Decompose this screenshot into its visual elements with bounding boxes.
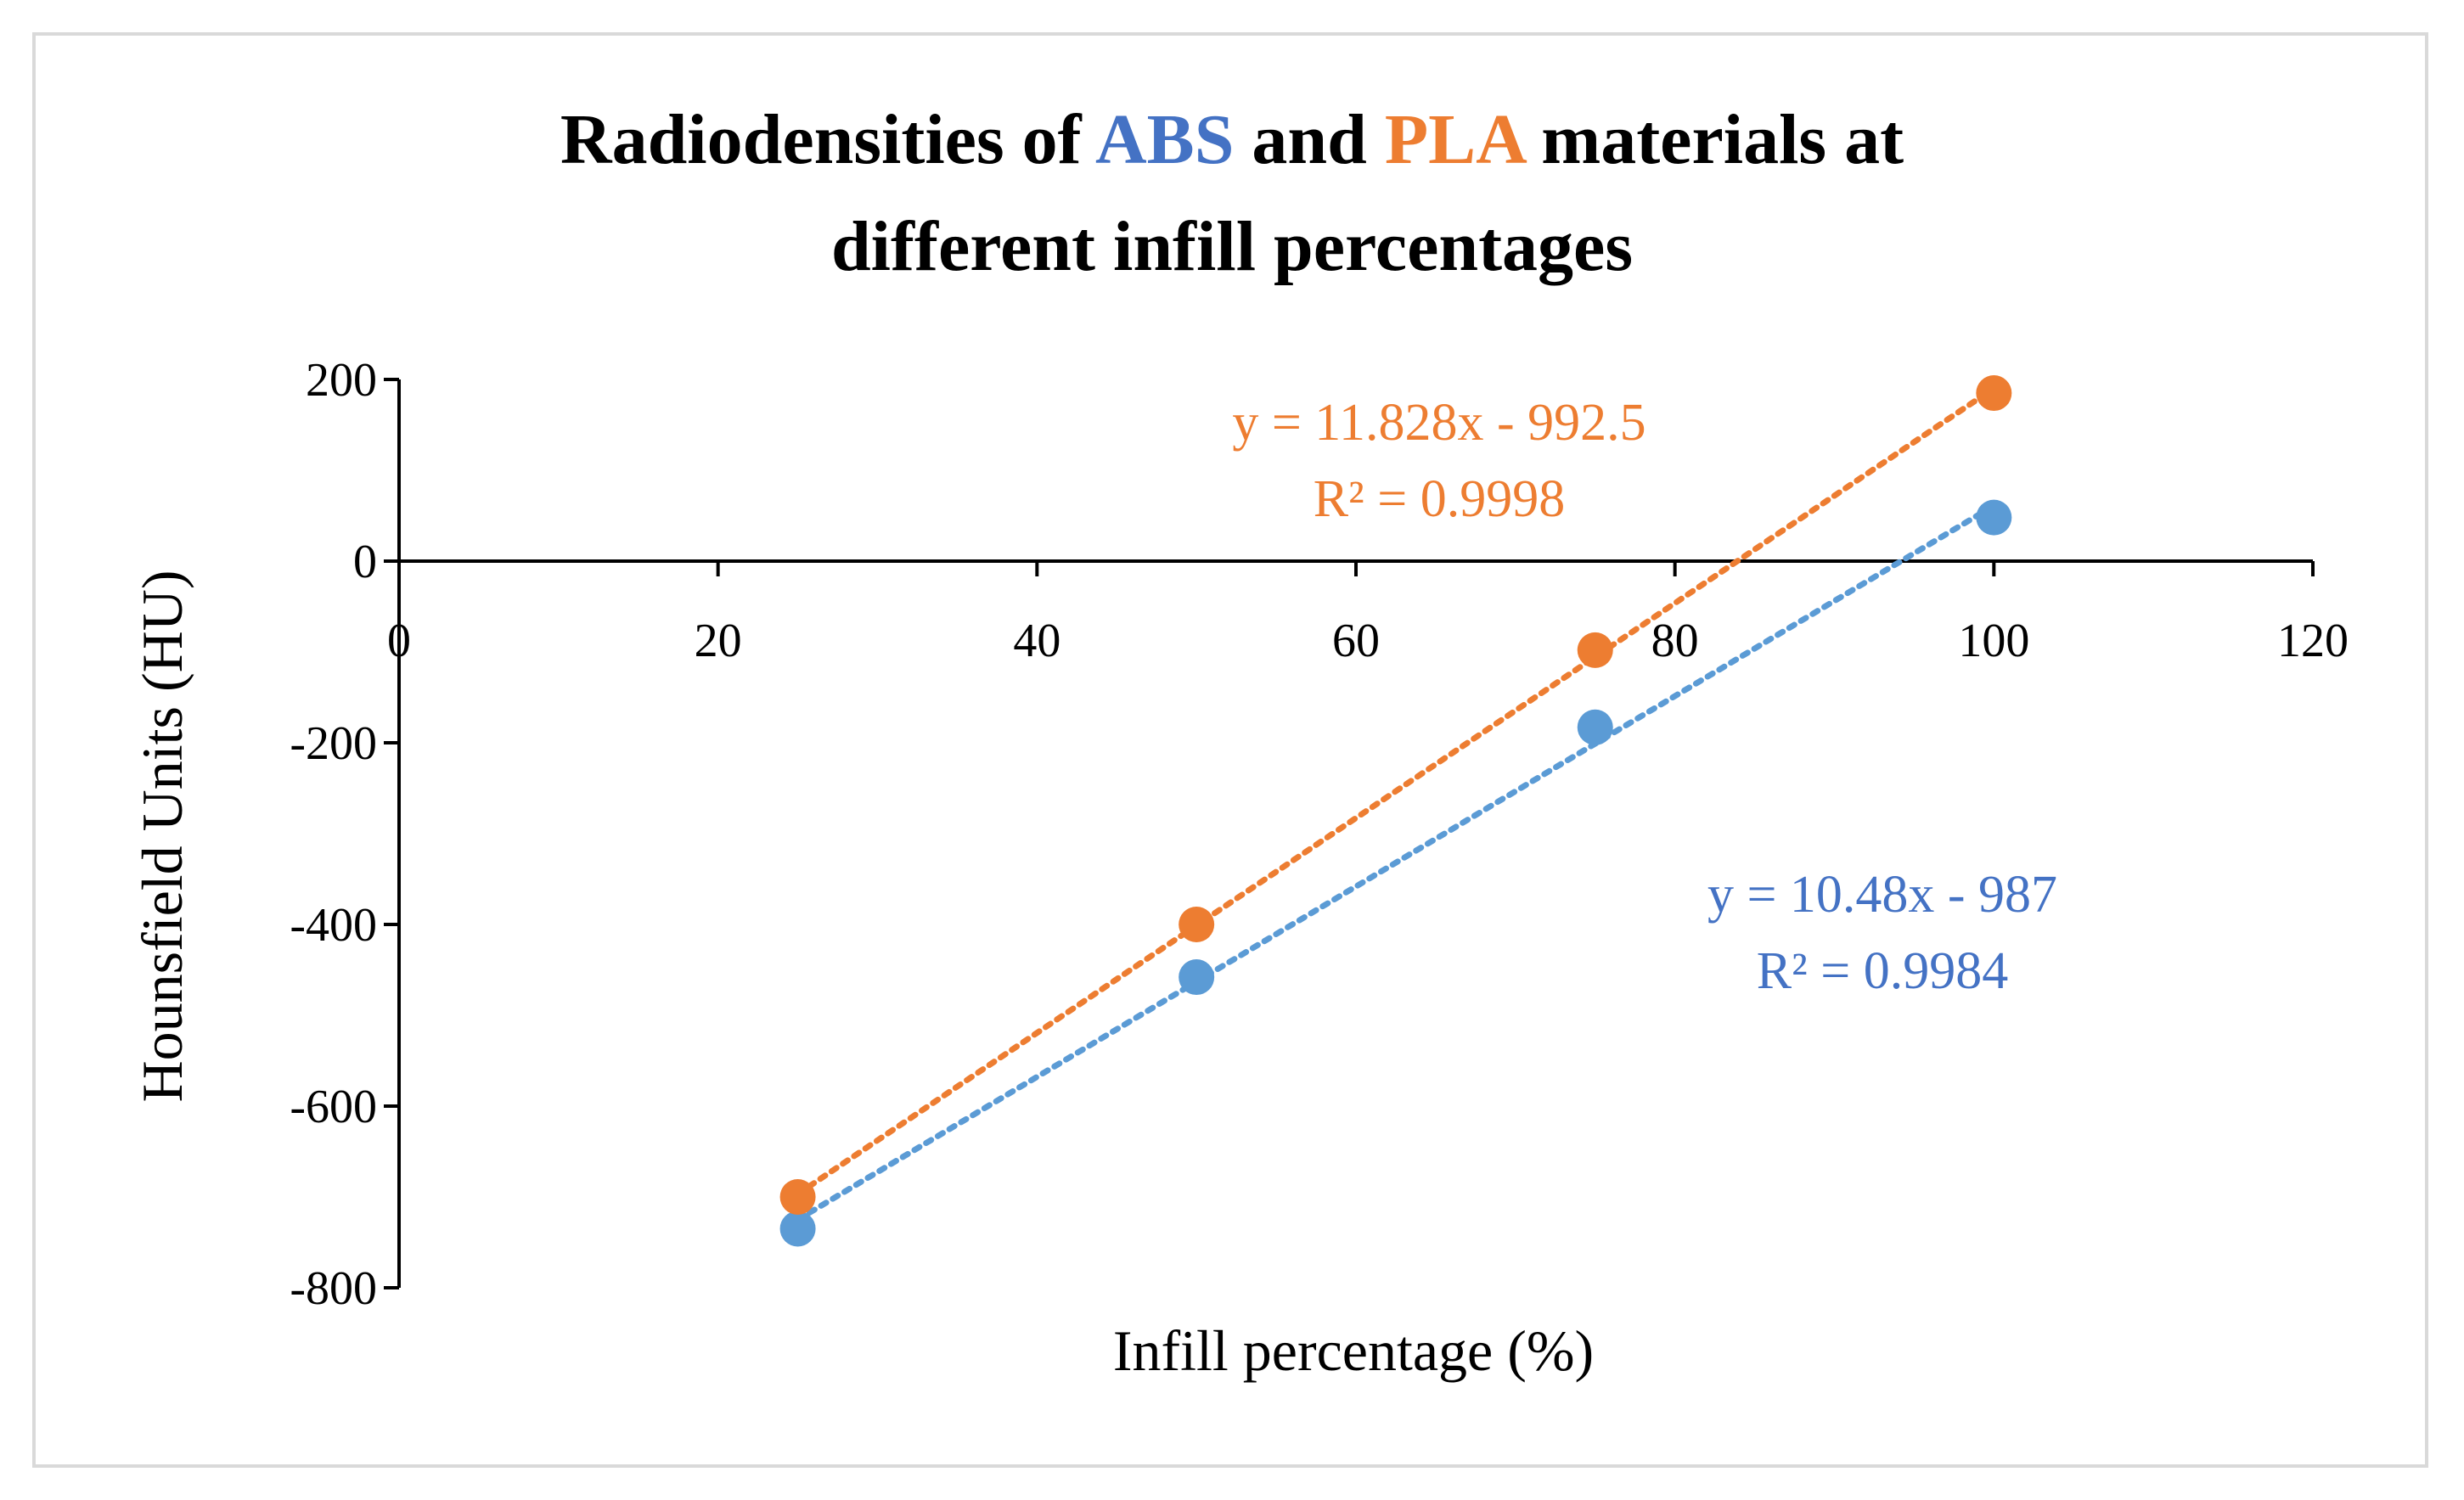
title-part-5: materials at	[1523, 100, 1904, 179]
title-part-3: and	[1234, 100, 1384, 179]
abs-trendline	[795, 503, 1997, 1223]
y-tick-labels: 200 0 -200 -400 -600 -800	[290, 354, 377, 1315]
x-tick-label: 20	[695, 615, 742, 667]
abs-r2-label: R² = 0.9984	[1757, 942, 2008, 1000]
chart-frame	[32, 32, 2428, 1468]
abs-point	[1179, 959, 1215, 996]
pla-point	[779, 1179, 816, 1215]
y-tick-label: -800	[290, 1262, 377, 1315]
axes	[384, 378, 2315, 1289]
abs-point	[779, 1211, 816, 1247]
y-tick-label: 200	[306, 354, 377, 407]
pla-point	[1179, 907, 1215, 942]
chart-title-line2: different infill percentages	[831, 207, 1633, 286]
title-part-1: Radiodensities of	[560, 100, 1095, 179]
abs-equation-label: y = 10.48x - 987	[1707, 866, 2057, 924]
trendlines	[795, 385, 1997, 1223]
x-tick-label: 80	[1651, 615, 1699, 667]
x-tick-label: 40	[1013, 615, 1060, 667]
pla-trendline	[795, 385, 1997, 1198]
x-tick-label: 0	[387, 615, 411, 667]
title-part-abs: ABS	[1095, 100, 1234, 179]
pla-r2-label: R² = 0.9998	[1314, 470, 1565, 528]
title-part-pla: PLA	[1385, 100, 1527, 179]
x-tick-label: 120	[2277, 615, 2349, 667]
y-tick-label: 0	[353, 536, 377, 588]
x-axis-title: Infill percentage (%)	[1113, 1318, 1594, 1383]
chart-title-line1: Radiodensities of ABS and PLA materials …	[560, 100, 1904, 179]
x-tick-label: 60	[1332, 615, 1380, 667]
y-tick-label: -200	[290, 717, 377, 770]
pla-equation-label: y = 11.828x - 992.5	[1232, 394, 1645, 452]
pla-point	[1976, 375, 2012, 412]
y-axis-title: Hounsfield Units (HU)	[130, 570, 194, 1102]
y-tick-label: -400	[290, 899, 377, 952]
x-tick-label: 100	[1958, 615, 2029, 667]
y-tick-label: -600	[290, 1081, 377, 1133]
abs-point	[1976, 499, 2012, 536]
abs-point	[1577, 709, 1613, 745]
pla-point	[1577, 632, 1613, 668]
x-tick-labels: 0 20 40 60 80 100 120	[387, 615, 2349, 667]
data-points	[779, 375, 2012, 1247]
